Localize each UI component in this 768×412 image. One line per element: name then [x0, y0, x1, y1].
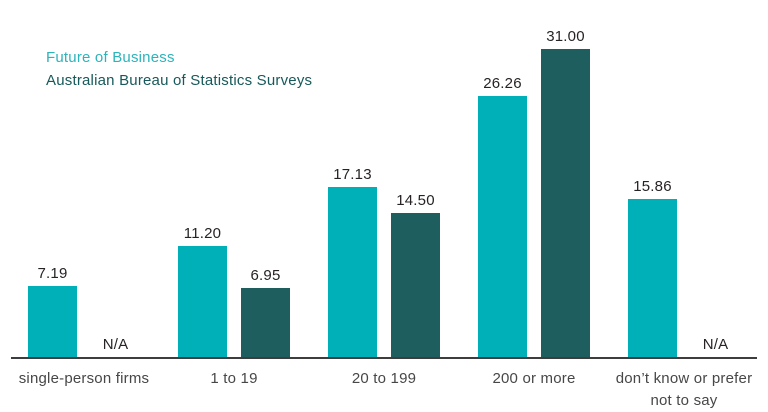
na-label: N/A [102, 336, 129, 353]
value-label: 31.00 [546, 28, 585, 45]
value-label: 26.26 [483, 75, 522, 92]
bar-abs-surveys [541, 49, 590, 357]
bar-future-of-business [328, 187, 377, 357]
chart-legend: Future of Business Australian Bureau of … [46, 46, 312, 92]
value-label: 17.13 [333, 166, 372, 183]
bar-future-of-business [628, 199, 677, 357]
category-label: 20 to 199 [351, 370, 417, 387]
bar-abs-surveys [391, 213, 440, 357]
legend-item-future-of-business: Future of Business [46, 49, 175, 66]
category-label: don’t know or prefer not to say [615, 370, 753, 409]
bar-abs-surveys [241, 288, 290, 357]
value-label: 15.86 [633, 178, 672, 195]
value-label: 7.19 [37, 265, 68, 282]
category-label: 1 to 19 [210, 370, 258, 387]
legend-item-abs-surveys: Australian Bureau of Statistics Surveys [46, 72, 313, 89]
category-label: single-person firms [18, 370, 150, 387]
bar-future-of-business [28, 286, 77, 357]
bar-future-of-business [478, 96, 527, 357]
na-label: N/A [702, 336, 729, 353]
bar-future-of-business [178, 246, 227, 357]
category-label: 200 or more [492, 370, 576, 387]
value-label: 14.50 [396, 192, 435, 209]
x-axis-line [11, 357, 757, 359]
value-label: 11.20 [183, 225, 222, 242]
value-label: 6.95 [250, 267, 281, 284]
